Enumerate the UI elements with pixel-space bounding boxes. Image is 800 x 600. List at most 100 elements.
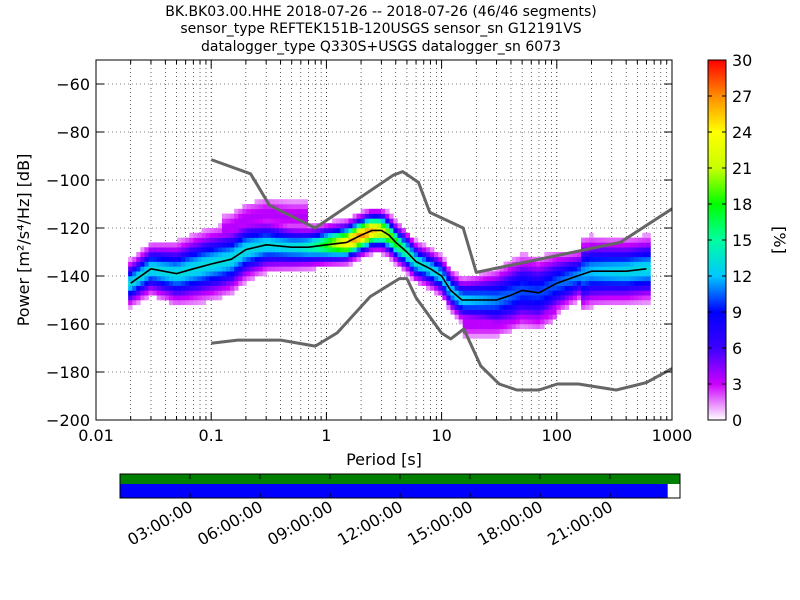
x-tick-label: 1000 xyxy=(652,426,693,445)
histogram-cell xyxy=(332,228,337,234)
histogram-cell xyxy=(234,208,239,214)
histogram-cell xyxy=(613,237,619,243)
histogram-cell xyxy=(303,247,308,253)
histogram-cell xyxy=(470,290,476,296)
histogram-cell xyxy=(646,295,651,301)
histogram-cell xyxy=(495,314,500,320)
histogram-cell xyxy=(189,271,194,277)
histogram-cell xyxy=(364,232,370,238)
histogram-cell xyxy=(205,271,211,277)
histogram-cell xyxy=(438,276,443,282)
histogram-cell xyxy=(270,261,276,267)
histogram-cell xyxy=(193,252,198,258)
histogram-cell xyxy=(499,300,504,306)
histogram-cell xyxy=(617,285,623,291)
histogram-cell xyxy=(552,304,557,310)
histogram-cell xyxy=(519,324,525,330)
histogram-cell xyxy=(458,314,464,320)
histogram-cell xyxy=(266,213,272,219)
histogram-cell xyxy=(168,261,174,267)
histogram-cell xyxy=(344,237,349,243)
histogram-cell xyxy=(621,242,627,248)
histogram-cell xyxy=(617,242,623,248)
histogram-cell xyxy=(275,208,280,214)
histogram-cell xyxy=(544,261,549,267)
histogram-cell xyxy=(528,266,533,272)
histogram-cell xyxy=(303,213,308,219)
histogram-cell xyxy=(601,237,606,243)
histogram-cell xyxy=(646,261,651,267)
histogram-cell xyxy=(262,232,268,238)
histogram-cell xyxy=(462,319,468,325)
histogram-cell xyxy=(581,304,586,310)
histogram-cell xyxy=(511,256,517,262)
colorbar-tick-label: 21 xyxy=(732,159,752,178)
histogram-cell xyxy=(491,314,496,320)
histogram-cell xyxy=(336,256,341,262)
histogram-cell xyxy=(487,333,492,339)
histogram-cell xyxy=(164,271,170,277)
histogram-cell xyxy=(474,276,480,282)
histogram-cell xyxy=(140,261,145,267)
histogram-cell xyxy=(528,276,533,282)
histogram-cell xyxy=(295,228,300,234)
histogram-cell xyxy=(430,252,435,258)
histogram-cell xyxy=(144,252,149,258)
histogram-cell xyxy=(621,261,627,267)
histogram-cell xyxy=(646,266,651,272)
histogram-cell xyxy=(303,261,308,267)
histogram-cell xyxy=(413,242,419,248)
histogram-cell xyxy=(528,256,533,262)
histogram-cell xyxy=(230,213,235,219)
histogram-cell xyxy=(593,271,598,277)
histogram-cell xyxy=(487,276,492,282)
histogram-cell xyxy=(434,271,439,277)
histogram-cell xyxy=(287,208,292,214)
histogram-cell xyxy=(185,252,190,258)
histogram-cell xyxy=(634,295,639,301)
histogram-cell xyxy=(230,228,235,234)
histogram-cell xyxy=(303,266,308,272)
histogram-cell xyxy=(234,261,239,267)
histogram-cell xyxy=(270,247,276,253)
histogram-cell xyxy=(642,237,647,243)
histogram-cell xyxy=(283,213,288,219)
histogram-cell xyxy=(173,261,178,267)
histogram-cell xyxy=(544,290,549,296)
histogram-cell xyxy=(217,280,223,286)
histogram-cell xyxy=(568,266,574,272)
histogram-cell xyxy=(262,213,268,219)
histogram-cell xyxy=(185,237,190,243)
histogram-cell xyxy=(364,228,370,234)
histogram-cell xyxy=(279,256,284,262)
histogram-cell xyxy=(536,295,541,301)
histogram-cell xyxy=(226,252,231,258)
histogram-cell xyxy=(568,261,574,267)
histogram-cell xyxy=(601,261,606,267)
histogram-cell xyxy=(160,295,166,301)
histogram-cell xyxy=(483,324,488,330)
timeline-tick-label: 21:00:00 xyxy=(544,497,616,549)
histogram-cell xyxy=(279,261,284,267)
histogram-cell xyxy=(348,261,353,267)
histogram-cell xyxy=(576,290,582,296)
histogram-cell xyxy=(385,232,390,238)
histogram-cell xyxy=(568,271,574,277)
histogram-cell xyxy=(389,232,394,238)
histogram-cell xyxy=(507,304,513,310)
histogram-cell xyxy=(128,295,133,301)
histogram-cell xyxy=(144,266,149,272)
axis-ticks: −200−180−160−140−120−100−80−600.01 0.1 1 10… xyxy=(46,60,692,445)
histogram-cell xyxy=(593,280,598,286)
histogram-cell xyxy=(213,261,219,267)
histogram-cell xyxy=(344,261,349,267)
y-tick-label: −80 xyxy=(56,123,90,142)
histogram-cell xyxy=(589,232,594,238)
histogram-cell xyxy=(576,256,582,262)
histogram-cell xyxy=(226,242,231,248)
histogram-cell xyxy=(397,261,402,267)
histogram-cell xyxy=(470,276,476,282)
histogram-cell xyxy=(515,304,521,310)
histogram-cell xyxy=(630,242,635,248)
